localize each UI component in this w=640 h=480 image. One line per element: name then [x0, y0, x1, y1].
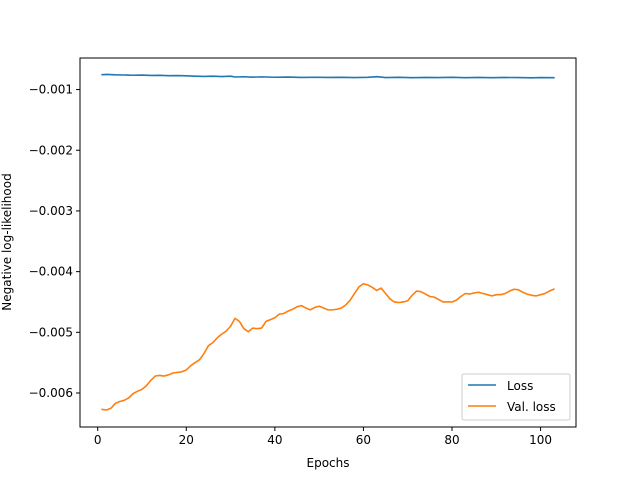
- y-tick-label: −0.002: [29, 143, 73, 157]
- x-axis-title: Epochs: [307, 456, 350, 470]
- x-tick-label: 20: [179, 433, 194, 447]
- legend: Loss Val. loss: [461, 373, 571, 421]
- series-line-val-loss: [101, 282, 555, 411]
- x-tick-label: 100: [529, 433, 552, 447]
- y-tick-label: −0.003: [29, 204, 73, 218]
- x-tick-label: 80: [444, 433, 459, 447]
- x-tick-label: 40: [267, 433, 282, 447]
- x-axis: 0 20 40 60 80 100: [94, 427, 552, 447]
- y-tick-label: −0.006: [29, 386, 73, 400]
- series-layer: [101, 73, 555, 411]
- x-tick-label: 0: [94, 433, 102, 447]
- y-tick-label: −0.001: [29, 83, 73, 97]
- legend-label-val-loss: Val. loss: [507, 400, 556, 414]
- legend-label-loss: Loss: [507, 379, 533, 393]
- y-tick-label: −0.004: [29, 265, 73, 279]
- y-tick-label: −0.005: [29, 325, 73, 339]
- y-axis-title: Negative log-likelihood: [0, 173, 14, 310]
- series-line-loss: [101, 73, 555, 79]
- x-tick-label: 60: [356, 433, 371, 447]
- y-axis: −0.001 −0.002 −0.003 −0.004 −0.005 −0.006: [29, 83, 80, 400]
- plot-frame: [79, 57, 577, 428]
